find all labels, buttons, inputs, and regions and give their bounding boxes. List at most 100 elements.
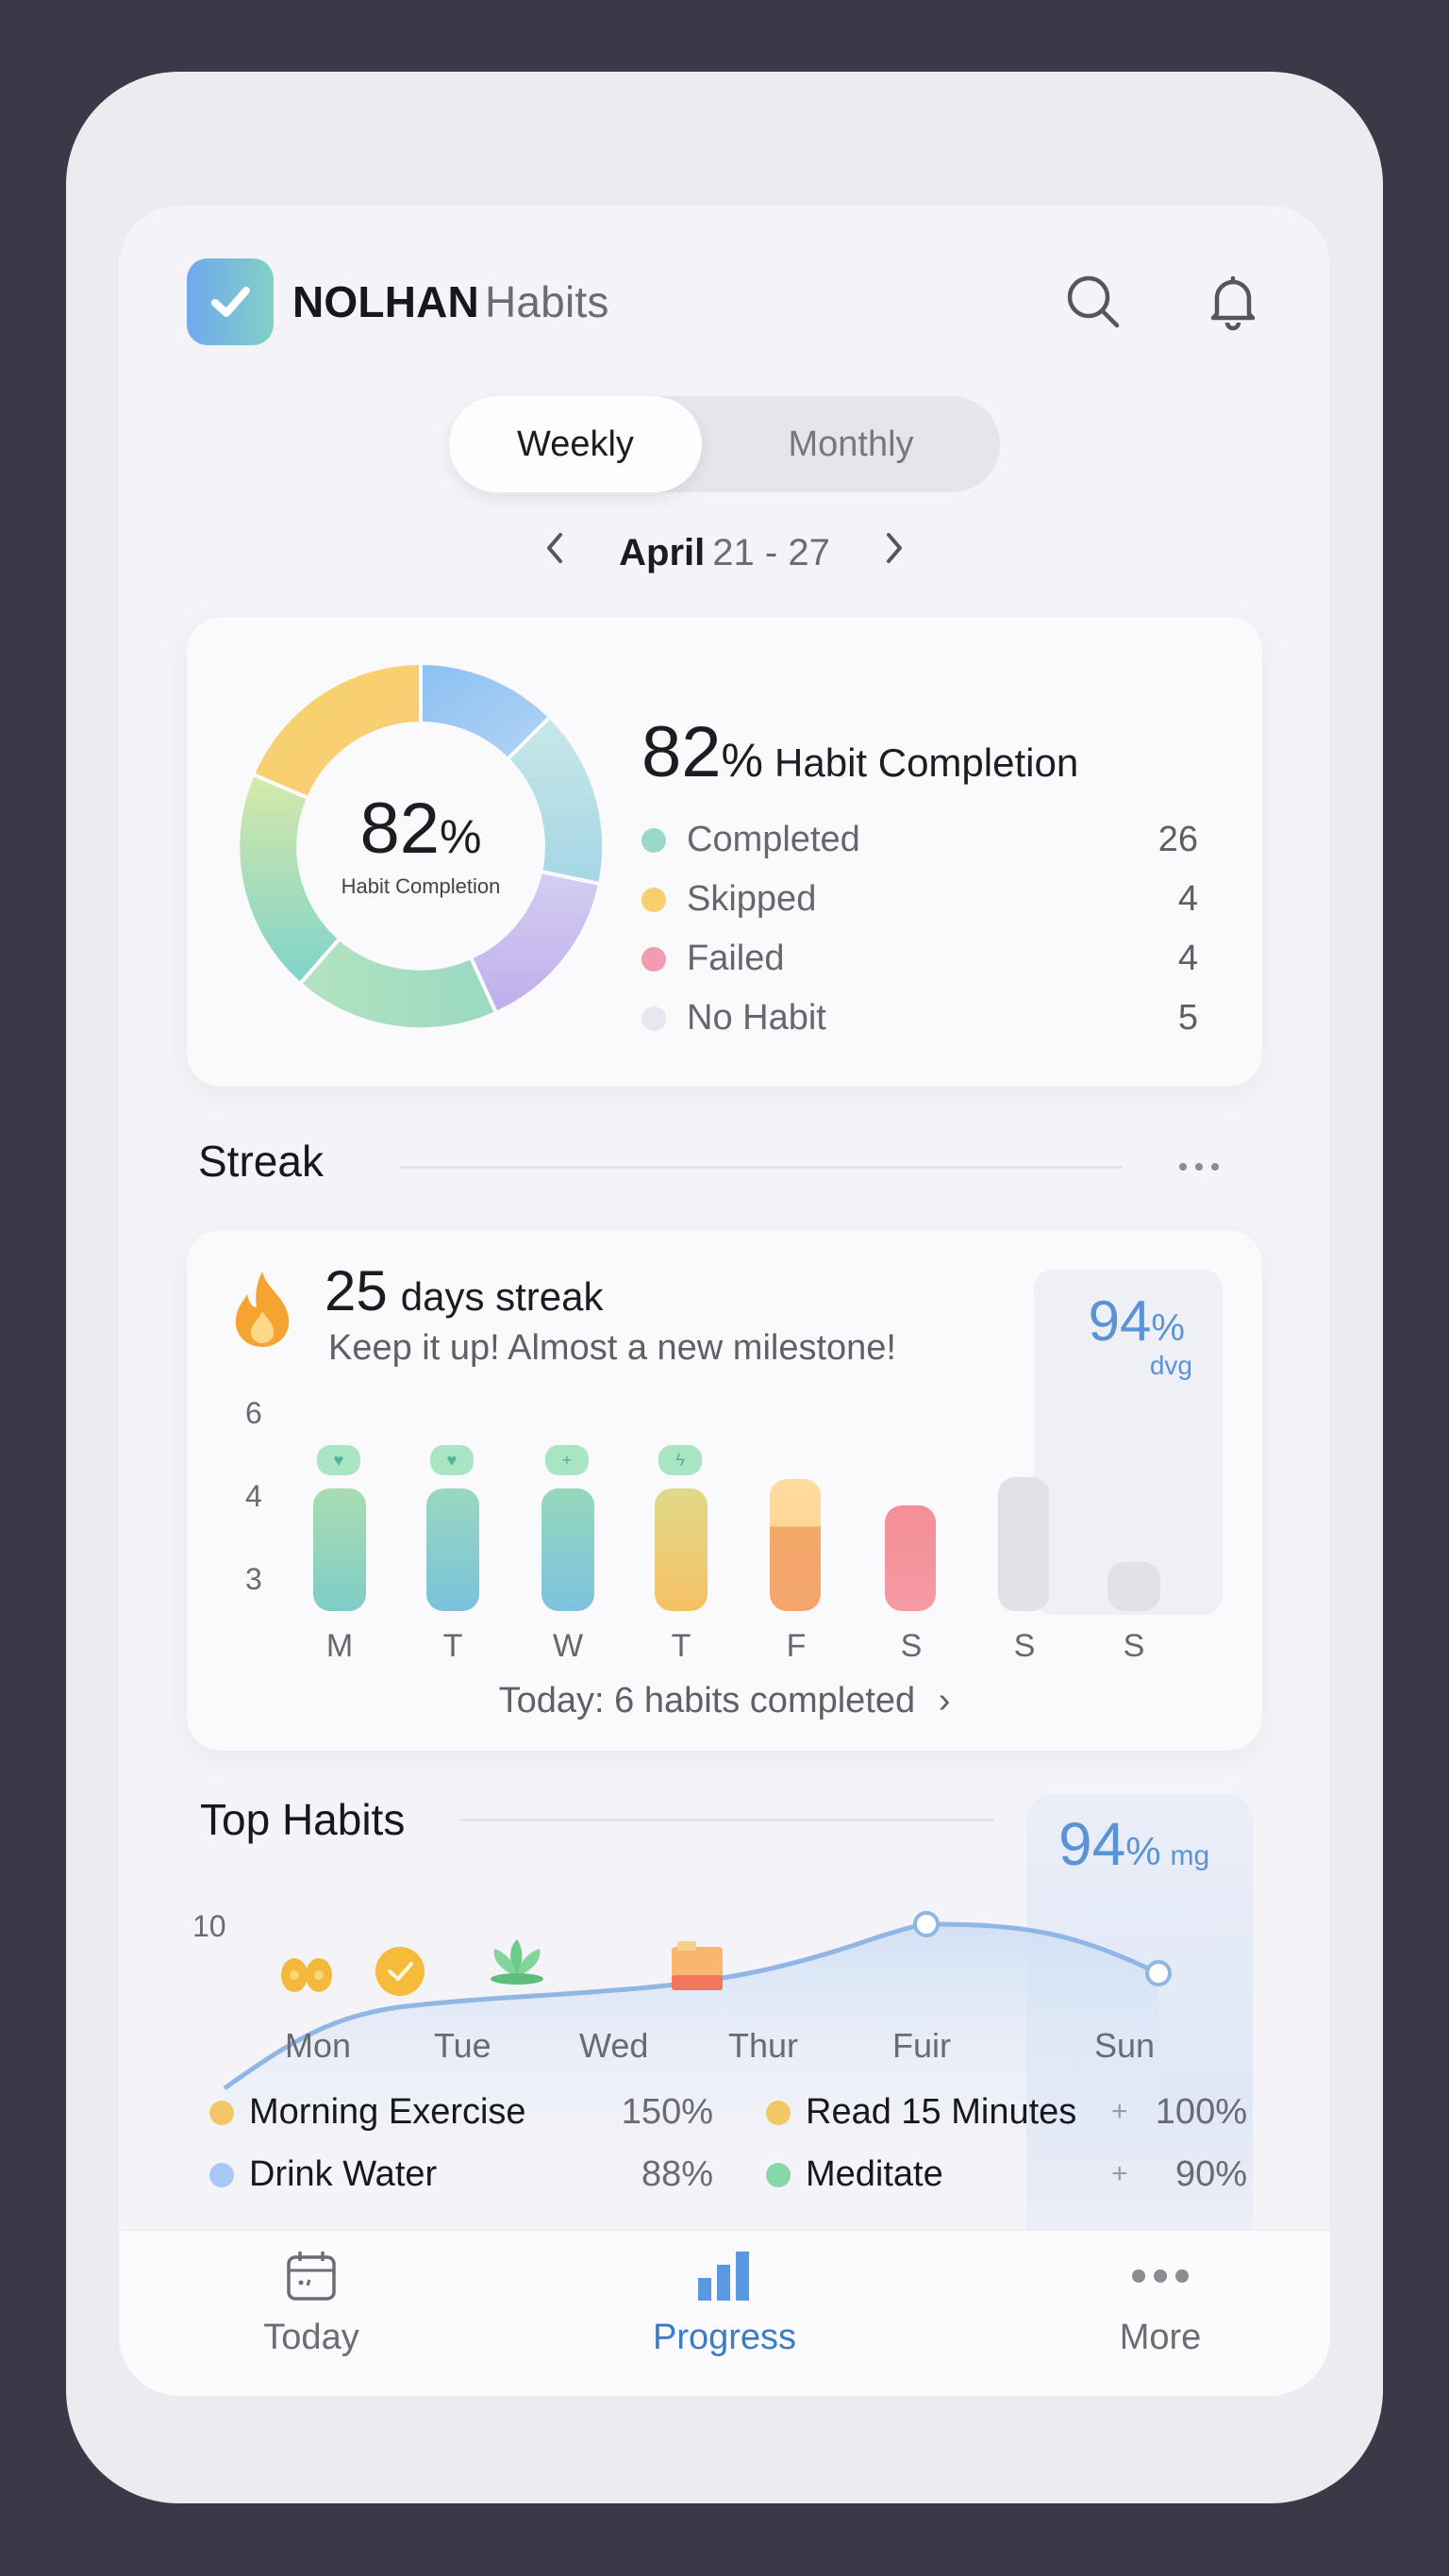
tab-monthly[interactable]: Monthly (788, 424, 914, 464)
streak-subtitle: Keep it up! Almost a new milestone! (328, 1328, 896, 1368)
habit-value: 88% (641, 2154, 713, 2194)
completion-legend: Completed 26 Skipped 4 Failed 4 No Habit… (641, 810, 1198, 1048)
date-month: April (619, 531, 706, 573)
y-tick: 3 (245, 1562, 262, 1596)
check-badge-icon (375, 1947, 425, 1996)
search-icon[interactable] (1064, 273, 1123, 331)
tab-weekly[interactable]: Weekly (449, 396, 702, 492)
legend-label: Skipped (687, 879, 817, 919)
bar-fri[interactable] (770, 1479, 821, 1611)
habit-item-drink-water[interactable]: Drink Water (209, 2154, 437, 2195)
legend-completed: Completed 26 (641, 810, 1198, 870)
top-habits-title: Top Habits (200, 1795, 406, 1844)
exercise-icon (281, 1958, 332, 1992)
habit-dot (766, 2100, 791, 2125)
donut-center-label: 82% Habit Completion (236, 656, 606, 1036)
today-summary-text: Today: 6 habits completed (498, 1681, 916, 1720)
bar-chart-icon (698, 2252, 749, 2301)
nav-more[interactable]: More (1066, 2250, 1255, 2358)
legend-label: Completed (687, 820, 860, 859)
legend-skipped: Skipped 4 (641, 870, 1198, 929)
bar-wed[interactable] (541, 1488, 594, 1611)
app-header: NOLHAN Habits (187, 258, 1262, 345)
bar-tue[interactable] (426, 1488, 479, 1611)
brand-light: Habits (484, 277, 609, 326)
date-navigator: April 21 - 27 (119, 524, 1330, 581)
donut-percent: 82% (359, 789, 482, 869)
day-label: W (552, 1628, 584, 1664)
x-label: Tue (434, 2026, 491, 2065)
average-unit: dvg (1149, 1351, 1192, 1380)
habit-name: Read 15 Minutes (806, 2092, 1077, 2132)
legend-value: 26 (1158, 820, 1198, 859)
habit-item-read[interactable]: Read 15 Minutes (766, 2092, 1076, 2133)
legend-dot (641, 946, 666, 972)
legend-dot (641, 1005, 666, 1031)
legend-value: 4 (1177, 939, 1198, 978)
bar-thu[interactable] (655, 1488, 708, 1611)
legend-dot (641, 887, 666, 912)
streak-days-label: days streak (400, 1274, 604, 1319)
average-percent: 94% (1088, 1289, 1185, 1353)
heart-badge-icon: ♥ (430, 1445, 474, 1475)
bar-sat[interactable] (885, 1505, 936, 1611)
nav-today[interactable]: Today (217, 2250, 406, 2358)
legend-label: No Habit (687, 998, 826, 1038)
date-range: April 21 - 27 (619, 532, 830, 574)
habit-item-morning-exercise[interactable]: Morning Exercise (209, 2092, 526, 2133)
x-label: Sun (1094, 2026, 1156, 2065)
day-label: T (671, 1628, 691, 1664)
legend-failed: Failed 4 (641, 929, 1198, 989)
day-label: F (786, 1628, 807, 1664)
heart-badge-icon: ♥ (317, 1445, 360, 1475)
bell-icon[interactable] (1204, 273, 1262, 331)
today-summary-link[interactable]: Today: 6 habits completed › (187, 1681, 1262, 1721)
habit-value: 150% (621, 2092, 713, 2132)
habit-item-meditate[interactable]: Meditate (766, 2154, 943, 2195)
streak-card: 94% dvg 25 days streak Keep it up! Almos… (187, 1230, 1262, 1751)
data-point[interactable] (1145, 1960, 1172, 1986)
brand-bold: NOLHAN (292, 277, 479, 326)
legend-dot (641, 827, 666, 853)
chevron-right-icon[interactable] (883, 531, 906, 574)
habit-dot (209, 2162, 234, 2187)
streak-days: 25 (325, 1259, 388, 1322)
legend-value: 4 (1177, 879, 1198, 919)
divider (460, 1819, 994, 1821)
calendar-icon (287, 2252, 336, 2301)
donut-chart: 82% Habit Completion (236, 656, 607, 1036)
y-tick: 6 (245, 1396, 262, 1430)
streak-section-title: Streak (198, 1137, 324, 1186)
habit-name: Meditate (806, 2154, 943, 2194)
bar-sun[interactable] (998, 1477, 1049, 1611)
legend-no-habit: No Habit 5 (641, 989, 1198, 1048)
more-icon (1132, 2269, 1189, 2283)
bar-mon[interactable] (313, 1488, 366, 1611)
donut-caption: Habit Completion (341, 874, 501, 898)
data-point[interactable] (913, 1911, 940, 1937)
plus-icon: + (1111, 2096, 1128, 2127)
day-label: M (325, 1628, 354, 1664)
x-label: Wed (579, 2026, 649, 2065)
x-label: Fuir (892, 2026, 951, 2065)
chevron-left-icon[interactable] (543, 531, 566, 574)
completion-card: 82% Habit Completion 82% Habit Completion… (187, 617, 1262, 1087)
day-label: S (900, 1628, 923, 1664)
bar-extra[interactable] (1108, 1562, 1160, 1611)
nav-label: Progress (652, 2318, 797, 2357)
habit-dot (209, 2100, 234, 2125)
day-label: T (442, 1628, 463, 1664)
app-title: NOLHAN Habits (292, 276, 609, 327)
habit-value: 100% (1155, 2092, 1247, 2132)
book-icon (672, 1941, 723, 1990)
legend-value: 5 (1177, 998, 1198, 1038)
streak-more-icon[interactable] (1179, 1163, 1219, 1171)
average-panel: 94% dvg (1034, 1270, 1223, 1615)
y-tick: 10 (192, 1909, 226, 1943)
nav-progress[interactable]: Progress (630, 2250, 819, 2358)
x-label: Mon (285, 2026, 352, 2065)
habit-value: 90% (1174, 2154, 1247, 2194)
nav-label: More (1119, 2318, 1202, 2357)
date-days: 21 - 27 (712, 531, 830, 573)
flame-icon (228, 1270, 296, 1354)
